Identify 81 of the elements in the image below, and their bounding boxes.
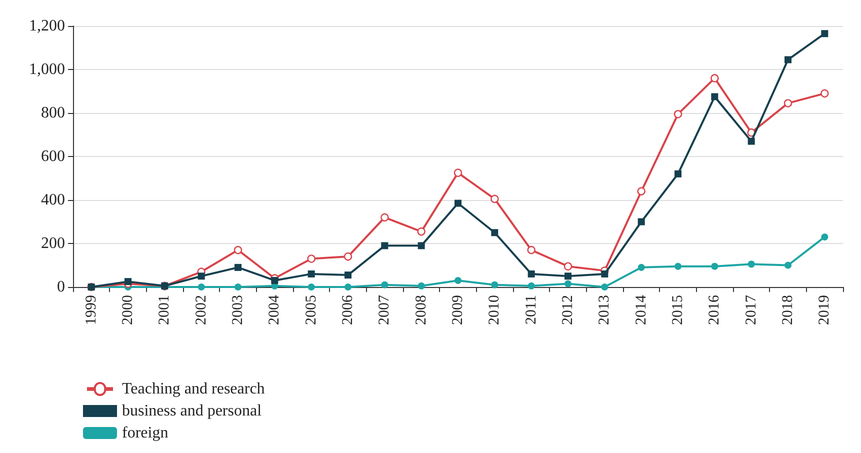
x-tick-label: 1999 — [83, 295, 100, 325]
point — [638, 264, 645, 271]
point — [344, 272, 352, 279]
point — [674, 110, 682, 118]
point — [308, 284, 315, 290]
point — [308, 270, 315, 278]
x-tick-label: 2000 — [120, 295, 136, 325]
point — [820, 89, 829, 98]
x-tick-label: 2016 — [706, 294, 723, 325]
x-tick-label: 2019 — [816, 295, 833, 325]
point — [564, 280, 572, 288]
point — [711, 262, 718, 270]
x-tick-label: 2014 — [633, 294, 650, 325]
point — [821, 233, 828, 240]
point — [344, 284, 352, 290]
point — [491, 229, 498, 236]
point — [674, 262, 682, 270]
x-tick-label: 2006 — [340, 294, 356, 325]
x-tick-label: 2013 — [596, 295, 613, 325]
point — [821, 30, 828, 38]
x-tick-label: 2005 — [303, 295, 320, 325]
x-tick-label: 2010 — [486, 295, 503, 325]
legend-label: business and personal — [122, 402, 262, 420]
x-tick-label: 2017 — [743, 294, 760, 325]
point — [234, 264, 242, 271]
point — [528, 282, 535, 290]
point — [564, 262, 572, 270]
point — [454, 168, 462, 177]
point — [601, 284, 608, 290]
x-tick-label: 2003 — [230, 295, 246, 325]
point — [637, 187, 646, 196]
point — [784, 99, 792, 108]
point — [381, 242, 388, 250]
point — [490, 194, 499, 204]
point — [381, 281, 388, 288]
x-tick-label: 2004 — [266, 294, 283, 325]
point — [601, 270, 608, 278]
legend-label: Teaching and research — [122, 380, 265, 398]
point — [748, 138, 755, 145]
y-tick-label: 800 — [41, 104, 65, 122]
point — [307, 254, 316, 263]
legend-label: foreign — [122, 424, 168, 442]
x-tick-label: 2002 — [193, 295, 210, 325]
point — [491, 281, 498, 288]
point — [454, 276, 462, 284]
x-tick-label: 2015 — [670, 295, 686, 325]
point — [418, 282, 425, 290]
point — [638, 218, 645, 226]
point — [674, 170, 682, 178]
x-tick-label: 2018 — [780, 295, 796, 325]
point — [711, 93, 718, 100]
x-tick-label: 2012 — [560, 295, 576, 325]
point — [198, 284, 205, 290]
point — [784, 56, 792, 64]
x-tick-label: 2011 — [523, 295, 540, 324]
y-tick-label: 600 — [41, 148, 65, 165]
point — [234, 284, 242, 290]
x-tick-label: 2007 — [376, 294, 393, 325]
point — [528, 270, 535, 278]
point — [748, 260, 755, 268]
x-tick-label: 2001 — [156, 295, 173, 325]
y-tick-label: 200 — [41, 235, 65, 252]
y-tick-label: 1,200 — [29, 18, 65, 34]
x-tick-label: 2009 — [450, 295, 466, 325]
point — [344, 252, 352, 261]
point — [710, 74, 719, 82]
point — [234, 246, 242, 254]
point — [564, 272, 572, 280]
point — [380, 213, 389, 222]
point — [527, 246, 536, 254]
point — [784, 262, 792, 269]
y-tick-label: 1,000 — [29, 61, 65, 78]
point — [454, 200, 462, 207]
y-tick-label: 0 — [57, 278, 65, 296]
point — [124, 278, 132, 286]
point — [198, 272, 205, 280]
x-tick-label: 2008 — [413, 295, 430, 325]
y-tick-label: 400 — [41, 192, 65, 208]
point — [418, 242, 425, 250]
point — [417, 227, 426, 236]
point — [271, 276, 278, 284]
